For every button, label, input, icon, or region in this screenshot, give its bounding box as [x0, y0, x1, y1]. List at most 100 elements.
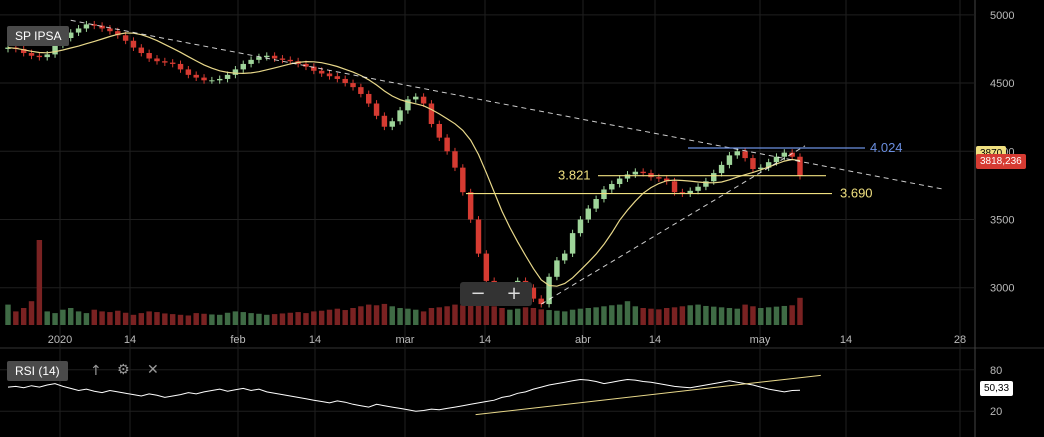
volume-bar [546, 310, 552, 325]
candle-body [217, 78, 223, 81]
candle-body [162, 61, 168, 63]
volume-bar [373, 305, 380, 325]
x-tick-label: 14 [649, 334, 661, 346]
candle-body [334, 76, 341, 79]
arrow-up-icon[interactable]: ↑ [90, 363, 102, 379]
gear-icon[interactable]: ⚙ [117, 362, 130, 378]
x-tick-label: 14 [309, 334, 321, 346]
volume-bar [99, 311, 105, 325]
candle-body [797, 156, 803, 177]
candle-body [750, 158, 756, 170]
candle-body [726, 155, 733, 165]
candle-body [546, 276, 552, 305]
candle-body [742, 151, 748, 159]
volume-bar [663, 308, 670, 325]
volume-bar [130, 314, 137, 325]
volume-bar [75, 311, 82, 325]
candle-body [687, 190, 693, 194]
volume-bar [405, 308, 411, 325]
volume-bar [758, 308, 764, 325]
candle-body [538, 298, 544, 305]
candle-body [397, 110, 403, 122]
symbol-label[interactable]: SP IPSA [7, 26, 70, 46]
last-price-tag: 3818,236 [976, 154, 1026, 169]
volume-bar [444, 306, 450, 325]
volume-bar [389, 306, 395, 325]
volume-bar [648, 308, 654, 325]
volume-bar [311, 311, 317, 325]
volume-bar [209, 314, 215, 325]
candle-body [146, 53, 152, 59]
volume-bar [36, 240, 43, 325]
volume-bar [797, 297, 803, 325]
volume-bar [342, 310, 348, 325]
volume-bar [224, 312, 231, 325]
volume-bar [522, 307, 529, 325]
volume-bar [334, 308, 341, 325]
rsi-tick-label: 20 [990, 406, 1002, 418]
volume-bar [569, 309, 576, 325]
rsi-label[interactable]: RSI (14) [7, 361, 68, 381]
zoom-controls: − + [460, 282, 532, 306]
volume-bar [162, 313, 168, 325]
candle-body [585, 208, 591, 220]
volume-bar [350, 308, 356, 325]
volume-bar [436, 307, 443, 325]
candle-body [711, 173, 717, 182]
candle-body [758, 167, 764, 170]
candle-body [773, 156, 780, 163]
candle-body [671, 181, 678, 193]
volume-bar [499, 308, 505, 325]
candle-body [240, 63, 246, 70]
candle-body [122, 35, 129, 41]
volume-bar [271, 314, 278, 325]
candle-body [115, 31, 121, 36]
volume-bar [726, 308, 733, 325]
zoom-in-button[interactable]: + [506, 283, 522, 304]
volume-bar [201, 313, 207, 325]
candle-body [75, 28, 82, 33]
volume-bar [789, 305, 795, 325]
volume-bar [138, 313, 145, 325]
volume-bar [601, 306, 607, 325]
volume-bar [609, 305, 615, 325]
volume-bar [491, 306, 497, 325]
candle-body [632, 171, 639, 175]
volume-bar [248, 313, 254, 325]
volume-bar [593, 307, 599, 325]
volume-bar [185, 315, 192, 325]
volume-bar [530, 308, 537, 325]
candle-body [789, 152, 795, 157]
candle-body [616, 178, 623, 185]
volume-bar [358, 306, 364, 325]
volume-bar [687, 305, 693, 325]
volume-bar [695, 304, 701, 325]
candle-body [232, 69, 239, 75]
candle-body [483, 253, 490, 281]
volume-bar [217, 314, 223, 325]
volume-bar [154, 312, 160, 325]
volume-bar [585, 308, 591, 325]
candle-body [420, 96, 427, 104]
candle-body [601, 189, 607, 200]
volume-bar [381, 303, 388, 325]
volume-bar [326, 309, 333, 325]
candle-body [248, 59, 254, 64]
volume-bar [318, 310, 325, 325]
candle-body [718, 164, 725, 174]
volume-bar [52, 313, 58, 325]
candle-body [107, 28, 113, 32]
zoom-out-button[interactable]: − [470, 283, 486, 304]
resistance-trendline [70, 19, 946, 190]
volume-bar [640, 308, 646, 325]
close-icon[interactable]: ✕ [147, 362, 159, 378]
volume-bar [169, 314, 176, 325]
moving-average-line [7, 32, 801, 287]
candle-body [20, 48, 27, 54]
candle-body [350, 83, 356, 88]
x-tick-label: 2020 [48, 334, 72, 346]
volume-bar [365, 304, 372, 325]
candle-body [185, 69, 192, 75]
candle-body [530, 287, 537, 299]
